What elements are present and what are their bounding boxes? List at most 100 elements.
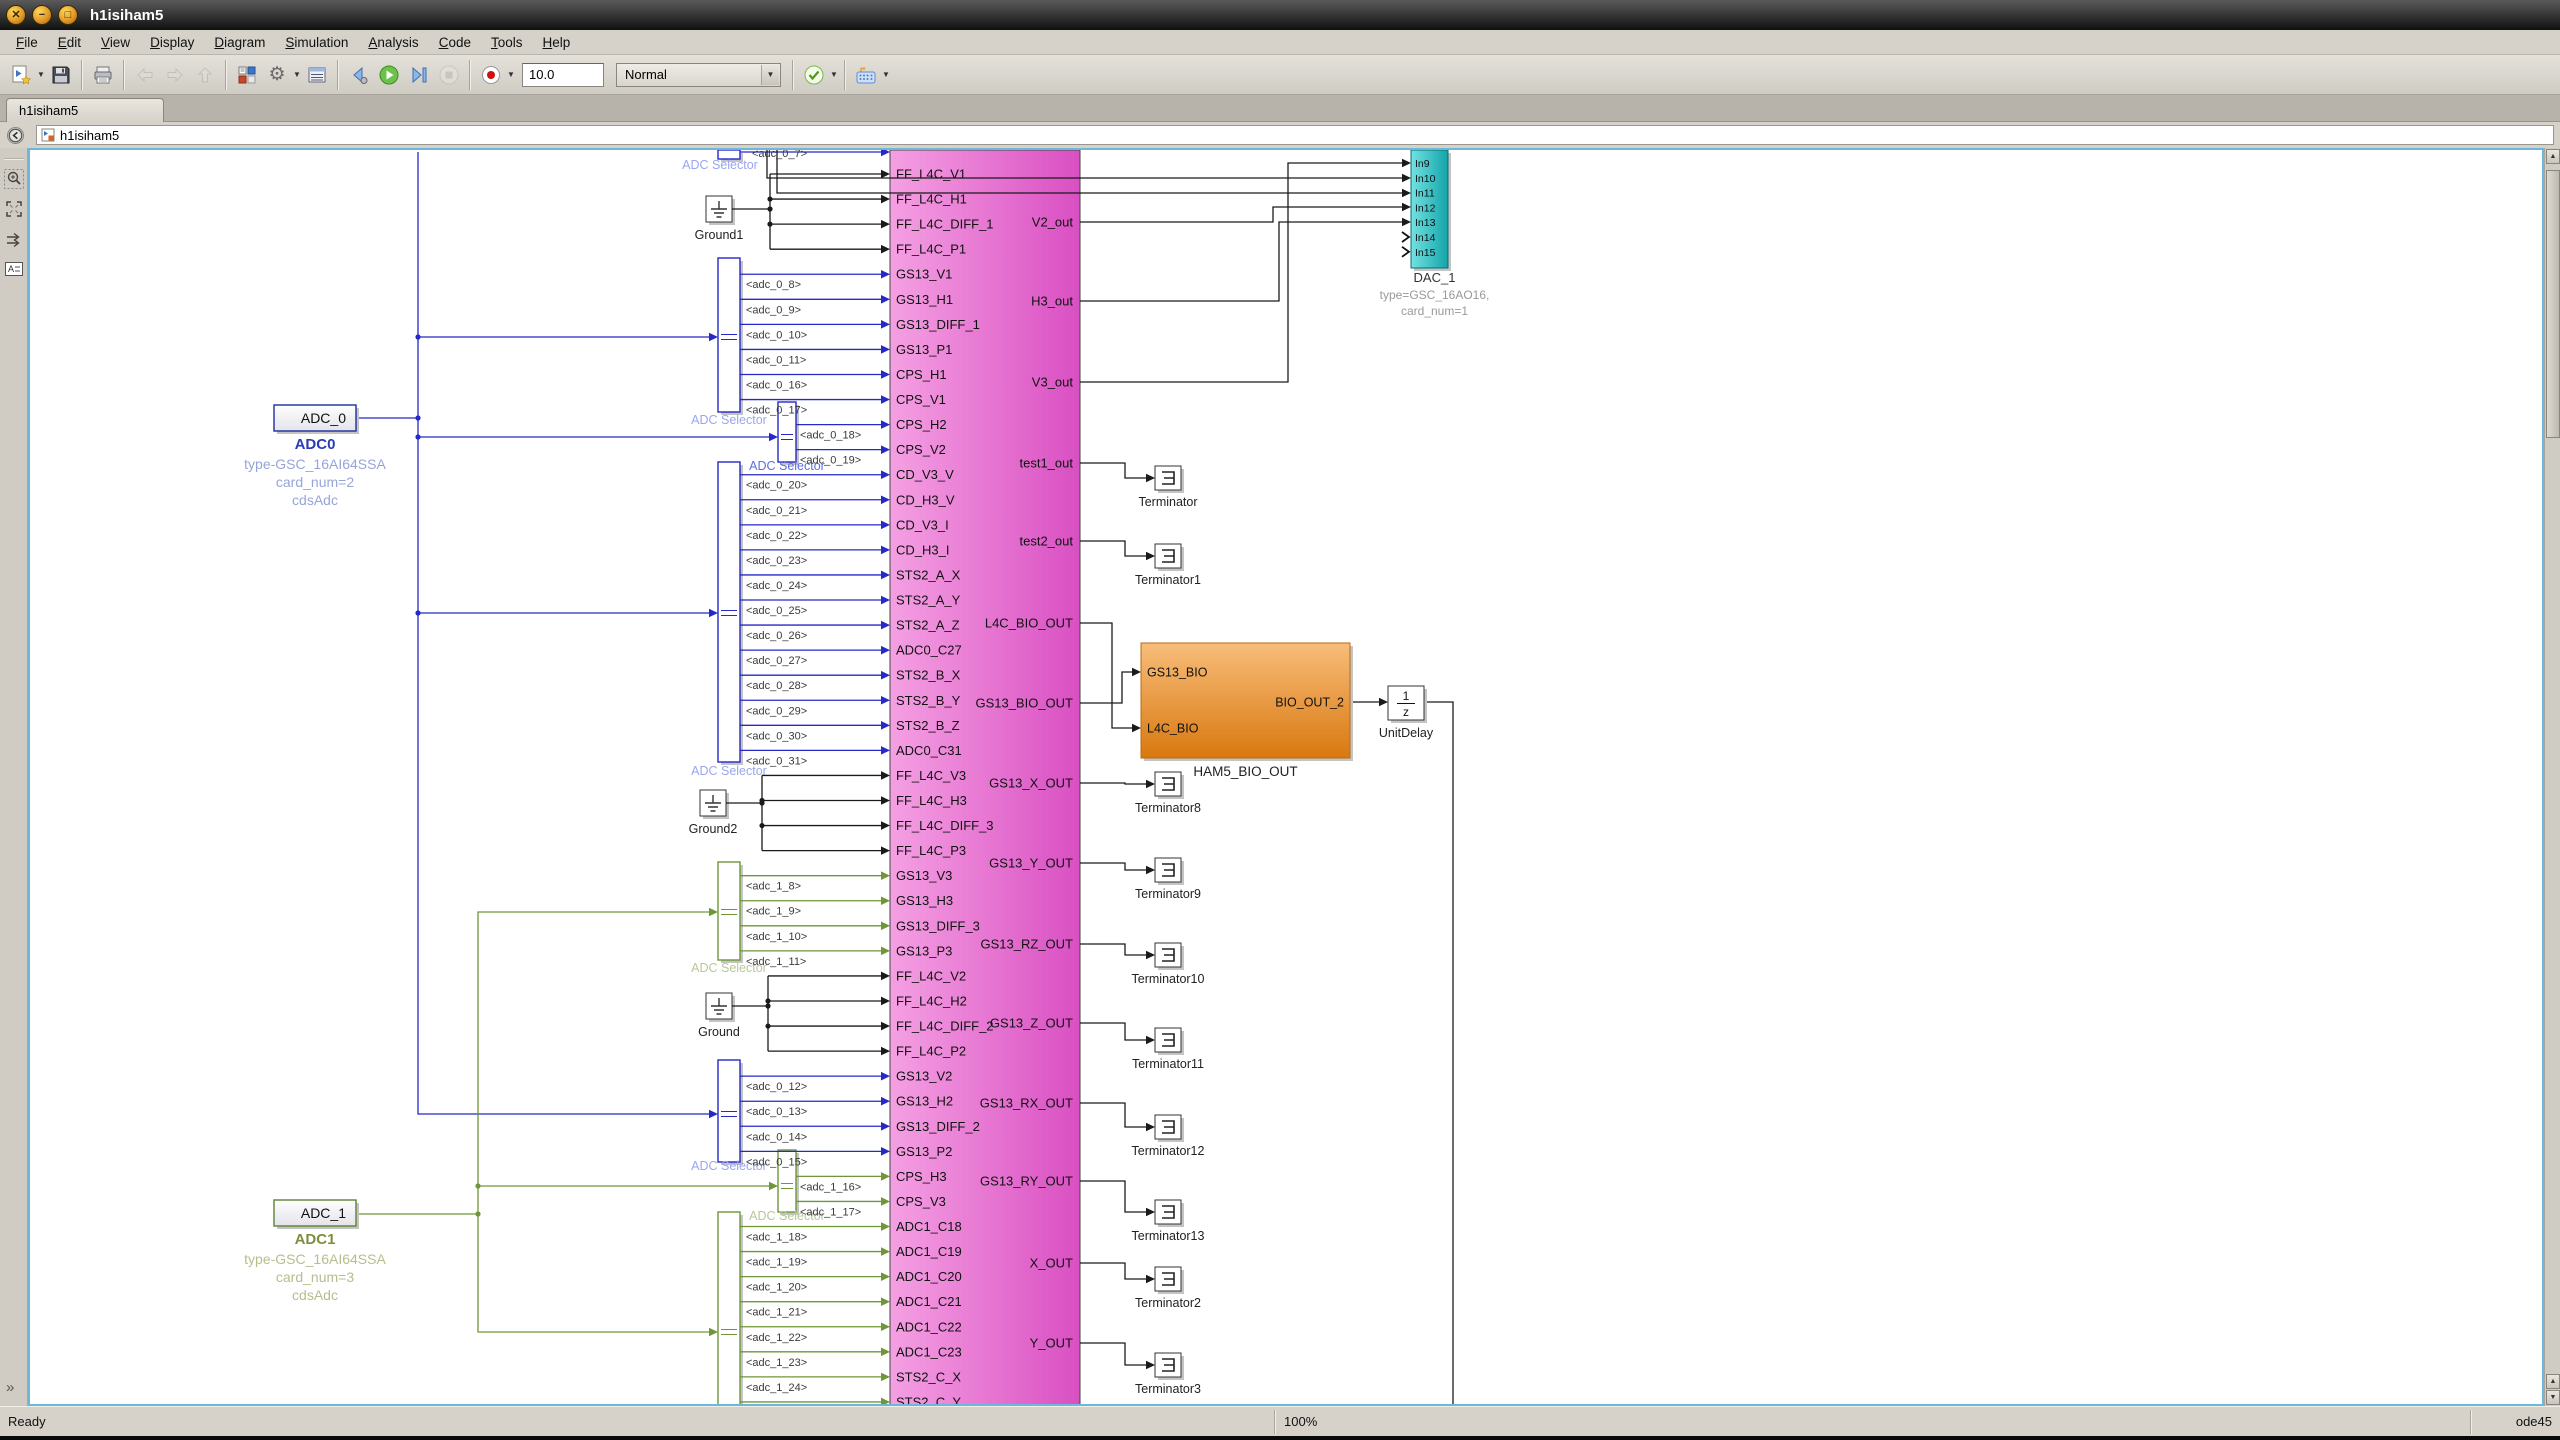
sim-time-input[interactable] xyxy=(522,62,604,87)
signal-tag[interactable]: <adc_0_21> xyxy=(746,505,807,517)
signal-tag[interactable]: <adc_0_22> xyxy=(746,530,807,542)
block-adc-selector-6[interactable] xyxy=(777,1149,797,1213)
signal-tag[interactable]: <adc_1_19> xyxy=(746,1257,807,1269)
record-button[interactable] xyxy=(477,61,505,89)
block-adc_0[interactable] xyxy=(273,404,357,432)
palette-expand-button[interactable]: » xyxy=(6,1379,15,1396)
signal-tag[interactable]: <adc_1_9> xyxy=(746,906,801,918)
signal-tag[interactable]: <adc_0_7> xyxy=(752,150,807,160)
menu-item-file[interactable]: File xyxy=(16,34,38,50)
block-adc-selector-3[interactable] xyxy=(717,461,741,763)
menu-item-help[interactable]: Help xyxy=(542,34,571,50)
breadcrumb-field[interactable]: h1isiham5 xyxy=(36,125,2554,145)
menu-item-tools[interactable]: Tools xyxy=(490,34,523,50)
block-label-adc0: ADC0 xyxy=(295,436,336,453)
step-back-button[interactable] xyxy=(345,61,373,89)
block-ham5_bio_out[interactable] xyxy=(1140,642,1351,759)
signal-tag[interactable]: <adc_1_16> xyxy=(800,1181,861,1193)
scrollbar-thumb[interactable] xyxy=(2546,170,2560,438)
signal-tag[interactable]: <adc_0_13> xyxy=(746,1106,807,1118)
menu-item-code[interactable]: Code xyxy=(438,34,471,50)
signal-tag[interactable]: <adc_0_19> xyxy=(800,455,861,467)
signal-tag[interactable]: <adc_0_14> xyxy=(746,1131,807,1143)
signal-tag[interactable]: <adc_0_30> xyxy=(746,730,807,742)
new-model-button[interactable] xyxy=(7,61,35,89)
minimize-button[interactable]: − xyxy=(32,5,52,25)
run-button[interactable] xyxy=(375,61,403,89)
record-button-caret[interactable]: ▼ xyxy=(507,70,515,79)
signal-tag[interactable]: <adc_0_11> xyxy=(746,354,806,366)
signal-tag[interactable]: <adc_1_21> xyxy=(746,1307,807,1319)
new-model-button-caret[interactable]: ▼ xyxy=(37,70,45,79)
scroll-down-button[interactable]: ▼ xyxy=(2546,1390,2560,1405)
signal-tag[interactable]: <adc_0_18> xyxy=(800,430,861,442)
zoom-tool[interactable] xyxy=(3,168,25,190)
sim-mode-dropdown-button[interactable]: ▼ xyxy=(761,64,779,85)
update-diagram-button-caret[interactable]: ▼ xyxy=(830,70,838,79)
block-sublabel: card_num=3 xyxy=(276,1269,354,1285)
close-button[interactable]: ✕ xyxy=(6,5,26,25)
save-button[interactable] xyxy=(47,61,75,89)
signal-tag[interactable]: <adc_0_23> xyxy=(746,555,807,567)
signal-tag[interactable]: <adc_0_20> xyxy=(746,480,807,492)
signal-tag[interactable]: <adc_1_10> xyxy=(746,931,807,943)
block-adc-selector-0[interactable] xyxy=(717,150,741,160)
tab-h1isiham5[interactable]: h1isiham5 xyxy=(6,98,164,122)
signal-routing-tool[interactable] xyxy=(3,228,25,250)
newmodel-icon xyxy=(12,65,31,84)
menu-item-display[interactable]: Display xyxy=(150,34,195,50)
signal-tag[interactable]: <adc_0_29> xyxy=(746,705,807,717)
print-button[interactable] xyxy=(89,61,117,89)
control-board-button-caret[interactable]: ▼ xyxy=(882,70,890,79)
block-adc_1[interactable] xyxy=(273,1199,357,1227)
block-HAM5_subsystem[interactable] xyxy=(889,150,1081,1404)
annotation-tool[interactable]: A xyxy=(3,258,25,280)
vertical-scrollbar[interactable]: ▲ ▲ ▼ xyxy=(2544,148,2560,1406)
library-browser-button[interactable] xyxy=(233,61,261,89)
signal-tag[interactable]: <adc_1_8> xyxy=(746,881,801,893)
model-settings-button-caret[interactable]: ▼ xyxy=(293,70,301,79)
signal-tag[interactable]: <adc_0_27> xyxy=(746,655,807,667)
fit-view-tool[interactable] xyxy=(3,198,25,220)
signal-tag[interactable]: <adc_0_15> xyxy=(746,1156,807,1168)
signal-tag[interactable]: <adc_0_28> xyxy=(746,680,807,692)
signal-tag[interactable]: <adc_0_16> xyxy=(746,379,807,391)
menu-item-diagram[interactable]: Diagram xyxy=(214,34,266,50)
menu-item-edit[interactable]: Edit xyxy=(57,34,82,50)
signal-tag[interactable]: <adc_1_24> xyxy=(746,1382,807,1394)
model-settings-button[interactable]: ⚙ xyxy=(263,61,291,89)
block-adc-selector-7[interactable] xyxy=(717,1211,741,1404)
signal-tag[interactable]: <adc_0_12> xyxy=(746,1081,807,1093)
menu-item-view[interactable]: View xyxy=(101,34,131,50)
scroll-up-button-2[interactable]: ▲ xyxy=(2546,1374,2560,1389)
sim-mode-select[interactable]: Normal ▼ xyxy=(616,62,781,87)
signal-tag[interactable]: <adc_1_22> xyxy=(746,1332,807,1344)
block-dac_1[interactable] xyxy=(1410,150,1449,269)
block-adc-selector-4[interactable] xyxy=(717,861,741,961)
signal-tag[interactable]: <adc_1_20> xyxy=(746,1282,807,1294)
menu-item-analysis[interactable]: Analysis xyxy=(368,34,419,50)
signal-tag[interactable]: <adc_1_23> xyxy=(746,1357,807,1369)
signal-tag[interactable]: <adc_0_25> xyxy=(746,605,807,617)
signal-tag[interactable]: <adc_0_17> xyxy=(746,405,807,417)
signal-tag[interactable]: <adc_0_9> xyxy=(746,304,801,316)
model-canvas[interactable]: ADC Selector ADC Selector ADC Selector ADC … xyxy=(28,148,2544,1406)
signal-tag[interactable]: <adc_0_10> xyxy=(746,329,807,341)
signal-tag[interactable]: <adc_0_24> xyxy=(746,580,807,592)
model-explorer-button[interactable] xyxy=(303,61,331,89)
scroll-up-button[interactable]: ▲ xyxy=(2546,149,2560,164)
signal-tag[interactable]: <adc_0_31> xyxy=(746,755,807,767)
menu-item-simulation[interactable]: Simulation xyxy=(285,34,349,50)
control-board-button[interactable] xyxy=(852,61,880,89)
update-diagram-button[interactable] xyxy=(800,61,828,89)
block-adc-selector-2[interactable] xyxy=(777,401,797,463)
maximize-button[interactable]: □ xyxy=(58,5,78,25)
breadcrumb-back-button[interactable] xyxy=(7,126,24,144)
signal-tag[interactable]: <adc_1_17> xyxy=(800,1206,861,1218)
signal-tag[interactable]: <adc_0_26> xyxy=(746,630,807,642)
signal-tag[interactable]: <adc_1_11> xyxy=(746,956,806,968)
signal-tag[interactable]: <adc_0_8> xyxy=(746,279,801,291)
wire-arrowhead xyxy=(881,520,890,530)
step-forward-button[interactable] xyxy=(405,61,433,89)
signal-tag[interactable]: <adc_1_18> xyxy=(746,1232,807,1244)
